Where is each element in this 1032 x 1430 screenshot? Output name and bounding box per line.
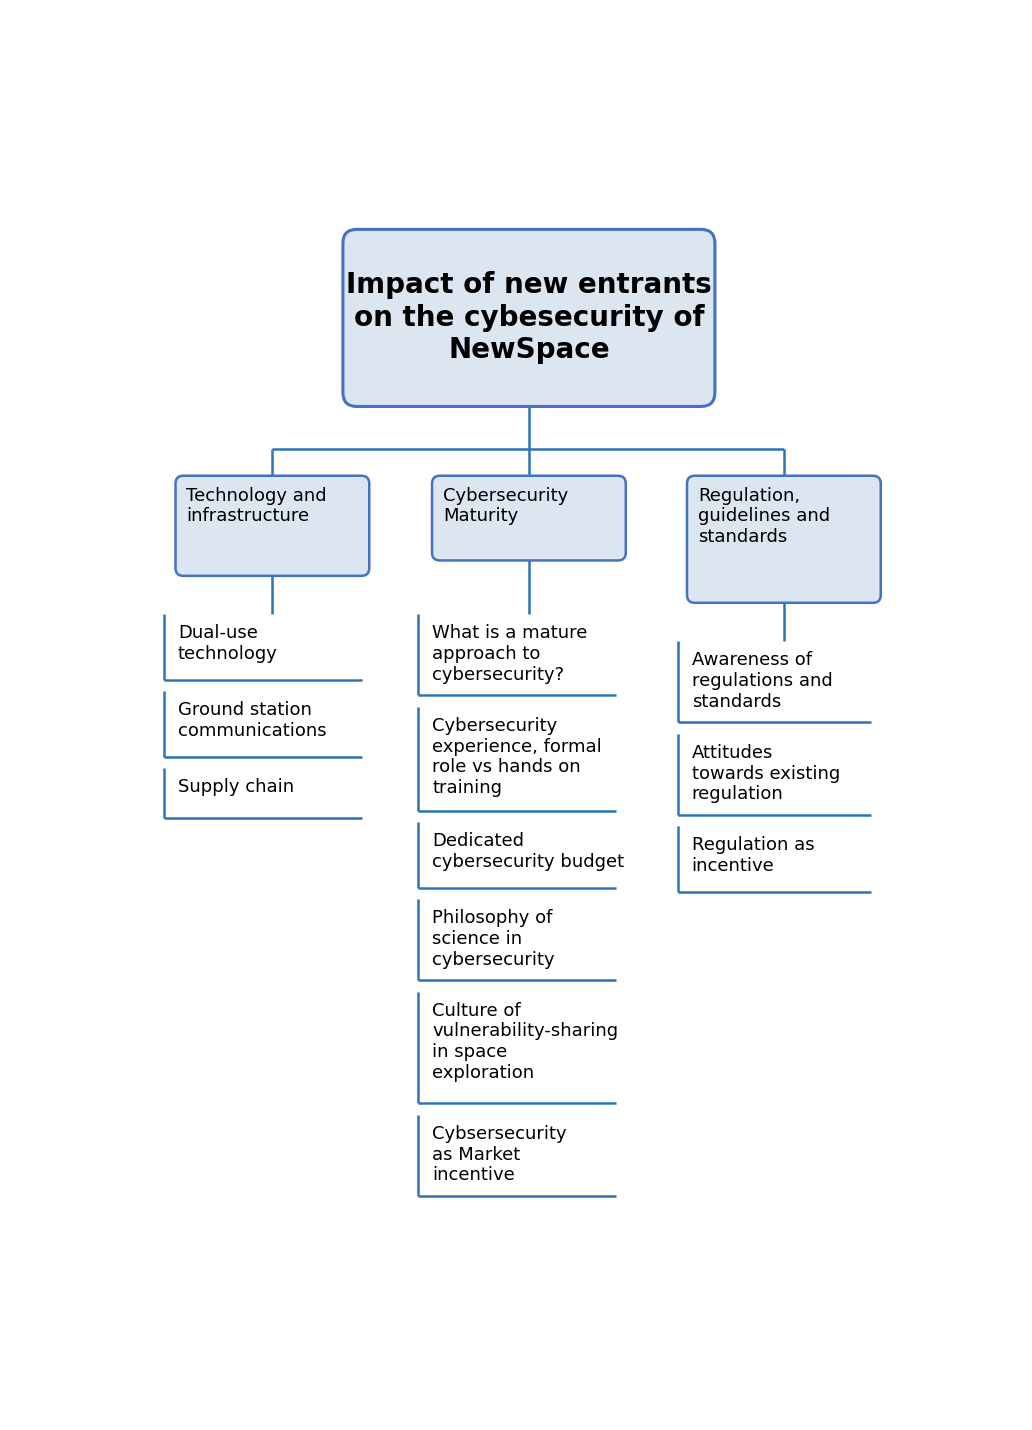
Text: Technology and
infrastructure: Technology and infrastructure bbox=[187, 486, 327, 525]
Text: Supply chain: Supply chain bbox=[178, 778, 294, 797]
Text: Cybersecurity
experience, formal
role vs hands on
training: Cybersecurity experience, formal role vs… bbox=[432, 716, 602, 797]
FancyBboxPatch shape bbox=[175, 476, 369, 576]
Text: Regulation as
incentive: Regulation as incentive bbox=[691, 837, 814, 875]
FancyBboxPatch shape bbox=[687, 476, 880, 603]
Text: Dedicated
cybersecurity budget: Dedicated cybersecurity budget bbox=[432, 832, 624, 871]
Text: Philosophy of
science in
cybersecurity: Philosophy of science in cybersecurity bbox=[432, 909, 554, 970]
Text: Attitudes
towards existing
regulation: Attitudes towards existing regulation bbox=[691, 744, 840, 804]
Text: Impact of new entrants
on the cybesecurity of
NewSpace: Impact of new entrants on the cybesecuri… bbox=[346, 272, 712, 365]
Text: Ground station
communications: Ground station communications bbox=[178, 701, 326, 741]
Text: Cybsersecurity
as Market
incentive: Cybsersecurity as Market incentive bbox=[432, 1125, 567, 1184]
Text: Cybersecurity
Maturity: Cybersecurity Maturity bbox=[443, 486, 569, 525]
Text: Awareness of
regulations and
standards: Awareness of regulations and standards bbox=[691, 651, 833, 711]
Text: Dual-use
technology: Dual-use technology bbox=[178, 625, 278, 664]
FancyBboxPatch shape bbox=[343, 229, 715, 406]
Text: Culture of
vulnerability-sharing
in space
exploration: Culture of vulnerability-sharing in spac… bbox=[432, 1001, 618, 1083]
FancyBboxPatch shape bbox=[432, 476, 625, 561]
Text: Regulation,
guidelines and
standards: Regulation, guidelines and standards bbox=[698, 486, 830, 546]
Text: What is a mature
approach to
cybersecurity?: What is a mature approach to cybersecuri… bbox=[432, 625, 587, 684]
